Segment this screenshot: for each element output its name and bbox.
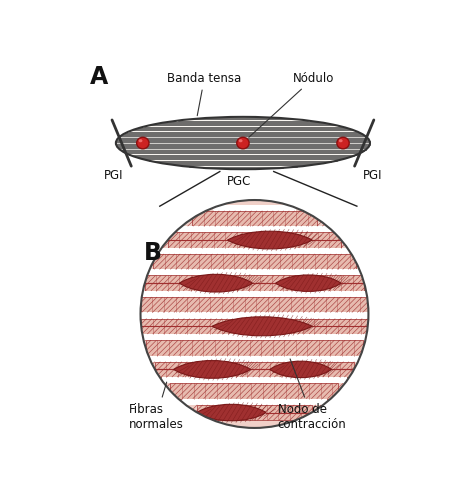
Text: Banda tensa: Banda tensa: [167, 71, 242, 116]
Bar: [146, 340, 363, 356]
Bar: [160, 248, 349, 254]
Bar: [162, 377, 347, 383]
Bar: [143, 334, 366, 340]
Ellipse shape: [138, 139, 143, 142]
Bar: [155, 362, 354, 377]
Bar: [145, 275, 364, 291]
Circle shape: [140, 200, 368, 428]
Bar: [148, 269, 361, 275]
PathPatch shape: [276, 275, 341, 291]
Ellipse shape: [237, 137, 249, 149]
Text: Fibras
normales: Fibras normales: [129, 382, 184, 431]
PathPatch shape: [173, 360, 251, 378]
Text: Nodo de
contracción: Nodo de contracción: [278, 359, 346, 431]
Text: Nódulo: Nódulo: [249, 71, 334, 137]
Ellipse shape: [116, 117, 370, 169]
PathPatch shape: [270, 361, 331, 378]
Bar: [178, 226, 331, 233]
FancyBboxPatch shape: [116, 136, 370, 150]
Ellipse shape: [239, 139, 243, 142]
Bar: [213, 205, 296, 211]
Text: PGC: PGC: [227, 175, 251, 188]
Bar: [141, 297, 368, 312]
Ellipse shape: [337, 137, 349, 149]
Bar: [168, 233, 341, 248]
PathPatch shape: [179, 274, 253, 292]
Text: PGI: PGI: [363, 169, 382, 182]
Bar: [197, 405, 312, 420]
Text: A: A: [90, 65, 108, 89]
Bar: [142, 291, 367, 297]
Text: B: B: [145, 241, 163, 265]
Bar: [153, 254, 356, 269]
PathPatch shape: [197, 404, 266, 421]
Bar: [140, 312, 368, 318]
Ellipse shape: [137, 137, 149, 149]
PathPatch shape: [212, 317, 312, 336]
Text: PGI: PGI: [104, 169, 123, 182]
PathPatch shape: [228, 231, 312, 249]
Bar: [171, 383, 338, 399]
Bar: [192, 211, 317, 226]
Bar: [150, 356, 359, 362]
Bar: [182, 399, 327, 405]
Bar: [141, 318, 368, 334]
Ellipse shape: [339, 139, 343, 142]
